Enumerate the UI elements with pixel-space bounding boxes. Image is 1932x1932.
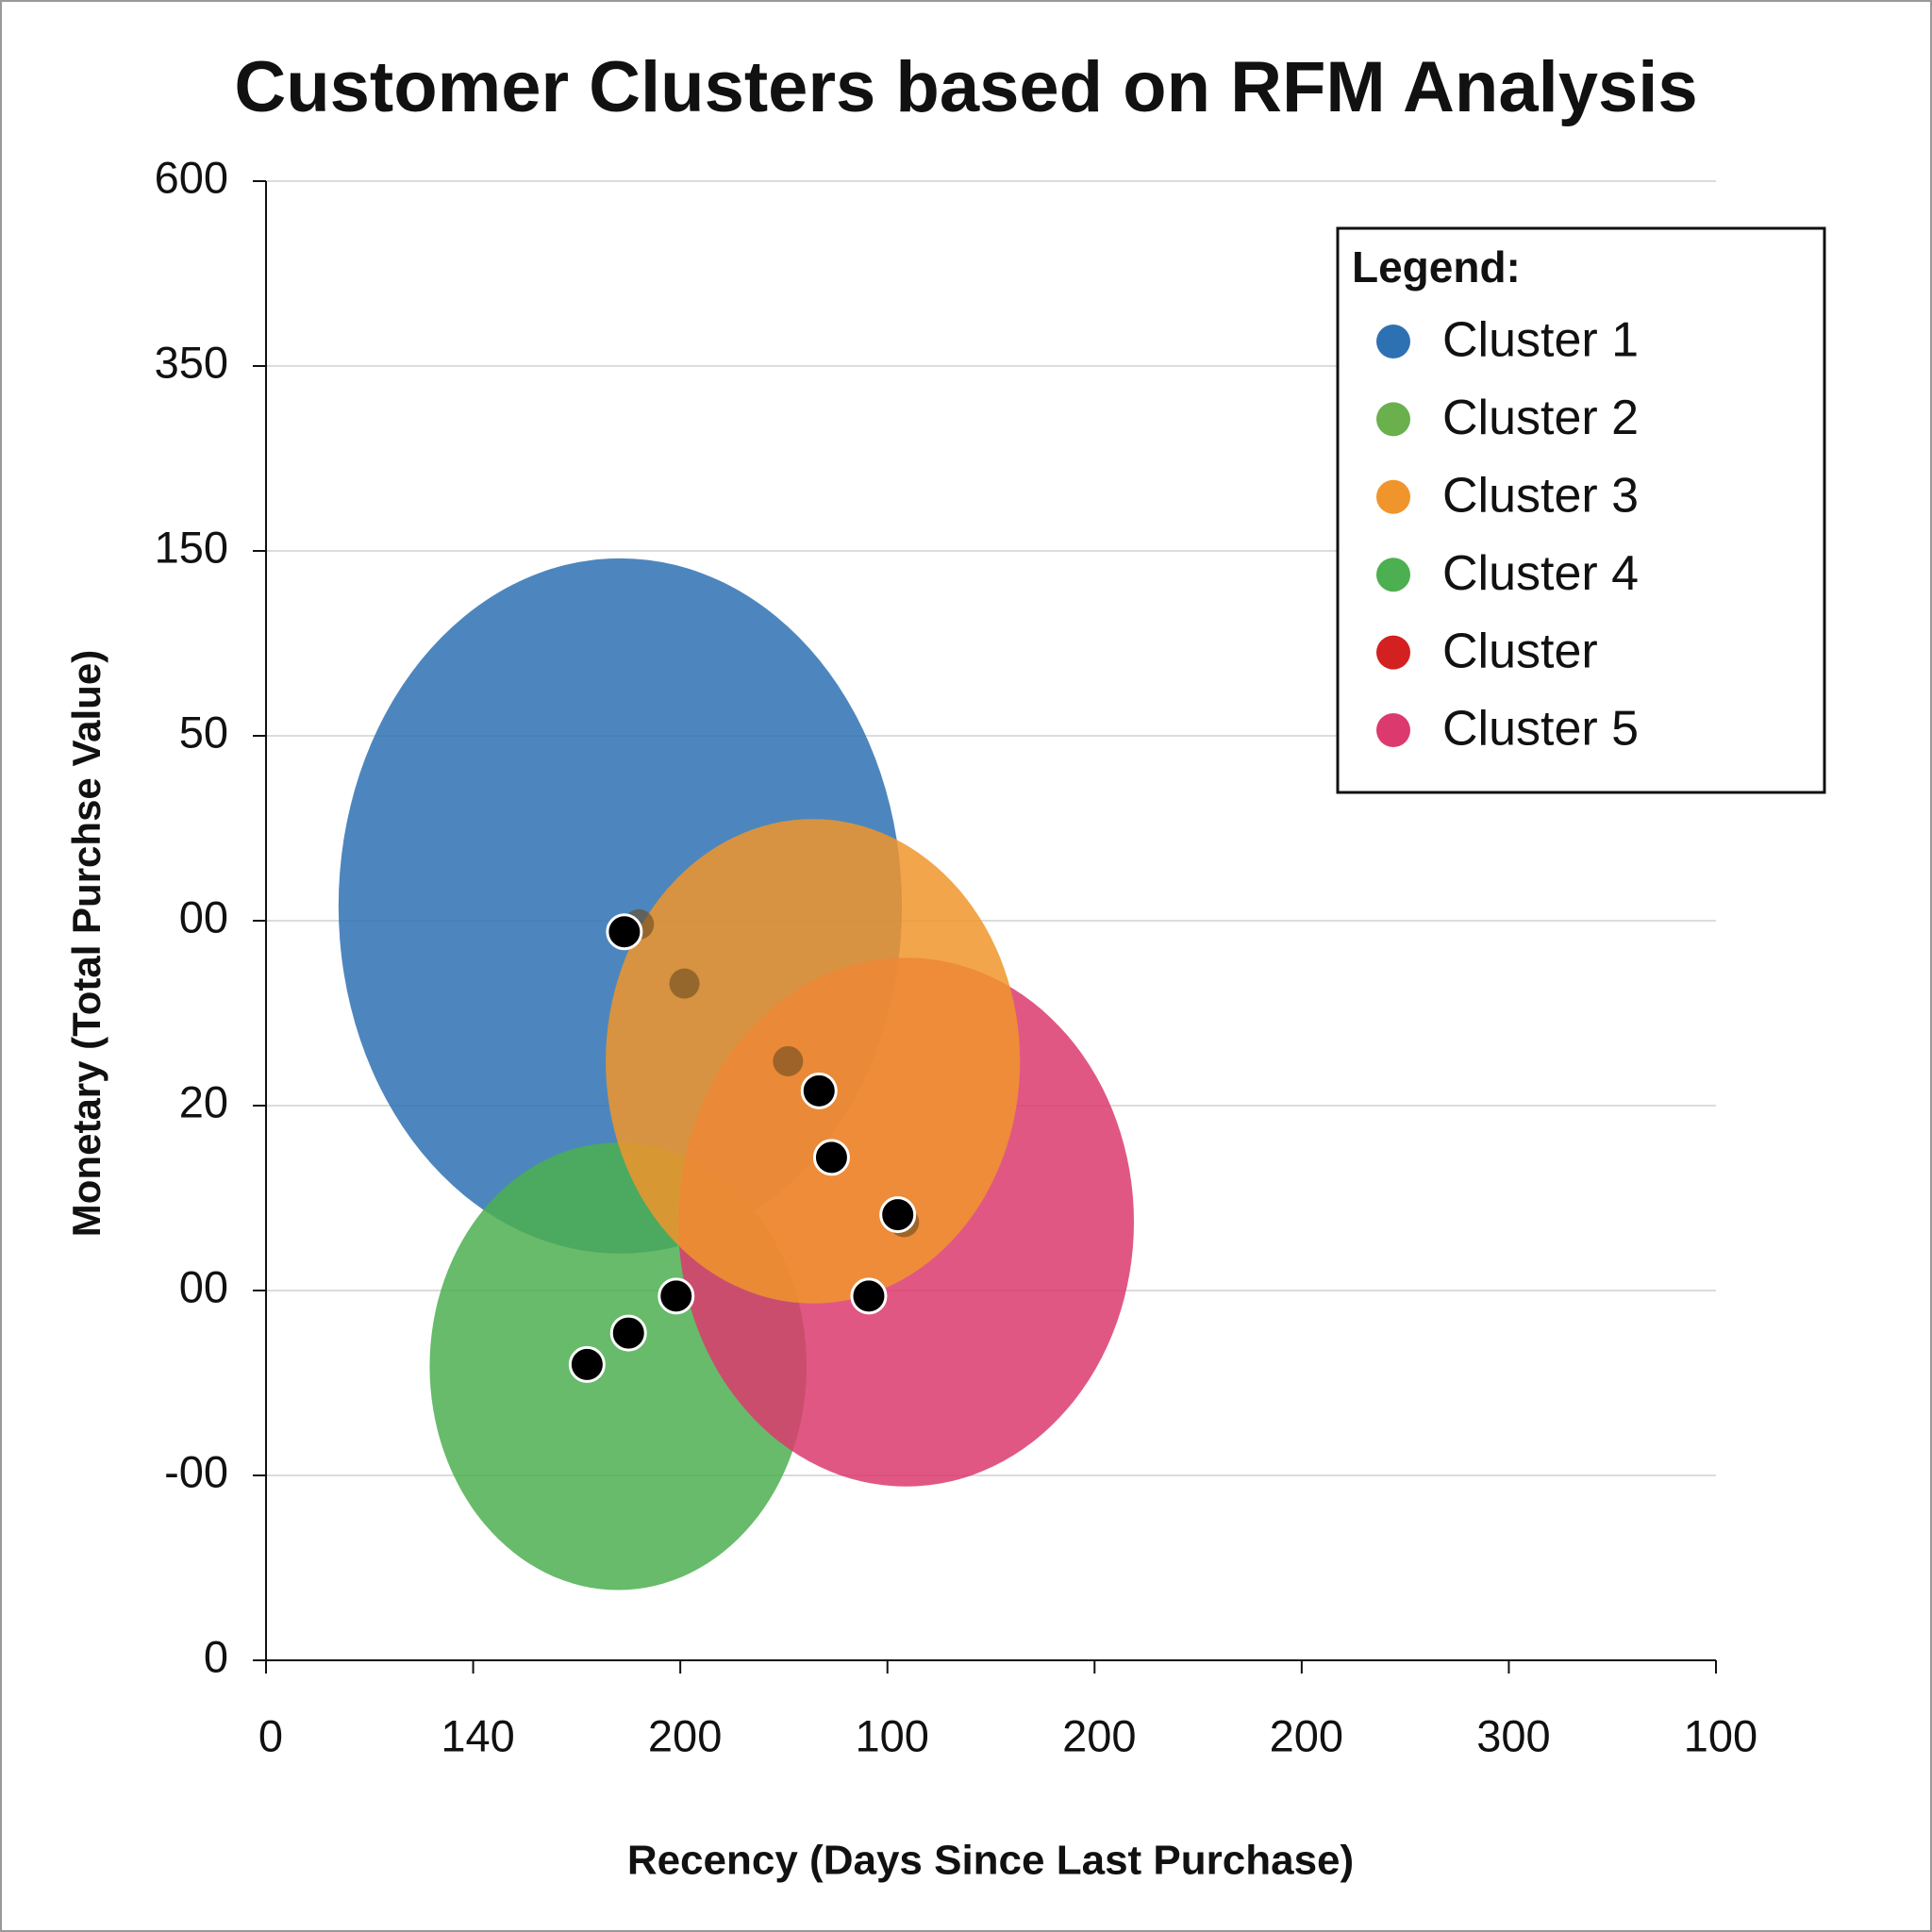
x-tick-label: 0 <box>258 1710 283 1760</box>
y-tick-label: 00 <box>179 891 228 941</box>
point <box>812 1139 850 1176</box>
legend-box <box>1336 226 1826 794</box>
y-tick-label: 600 <box>155 152 228 202</box>
shadow-point <box>773 1045 804 1076</box>
chart-title: Customer Clusters based on RFM Analysis <box>234 47 1697 127</box>
legend-label: Cluster 2 <box>1442 391 1639 445</box>
y-tick-label: 50 <box>179 707 228 757</box>
point <box>879 1196 917 1234</box>
cluster-ellipse <box>606 819 1021 1304</box>
legend-marker <box>1376 558 1410 592</box>
point <box>568 1345 606 1383</box>
y-tick-label: 20 <box>179 1076 228 1126</box>
legend-marker <box>1376 635 1410 670</box>
legend-marker <box>1376 479 1410 514</box>
shadow-point <box>669 968 700 999</box>
legend-marker <box>1376 402 1410 437</box>
point <box>800 1072 838 1109</box>
x-tick-label: 200 <box>648 1710 722 1760</box>
x-tick-label: 100 <box>1684 1710 1757 1760</box>
y-axis-title: Monetary (Total Purchse Value) <box>64 650 108 1237</box>
y-tick-label: 350 <box>155 337 228 387</box>
y-tick-label: 00 <box>179 1261 228 1311</box>
x-tick-label: 100 <box>856 1710 929 1760</box>
legend-label: Cluster <box>1442 624 1598 678</box>
legend-marker <box>1376 325 1410 358</box>
x-tick-label: 300 <box>1476 1710 1550 1760</box>
legend-label: Cluster 3 <box>1442 469 1639 524</box>
point <box>609 1314 647 1352</box>
y-tick-label: 0 <box>204 1631 228 1681</box>
legend-title: Legend: <box>1352 242 1521 291</box>
x-tick-label: 140 <box>441 1710 514 1760</box>
x-tick-label: 200 <box>1270 1710 1343 1760</box>
y-tick-label: -00 <box>164 1446 228 1496</box>
point <box>850 1277 888 1315</box>
legend-label: Cluster 5 <box>1442 702 1639 757</box>
legend-label: Cluster 4 <box>1442 546 1639 601</box>
plot-area <box>253 180 1717 1674</box>
legend-marker <box>1376 713 1410 747</box>
x-axis-title: Recency (Days Since Last Purchase) <box>627 1838 1354 1884</box>
point <box>606 913 643 951</box>
legend-label: Cluster 1 <box>1442 313 1639 368</box>
x-tick-label: 200 <box>1062 1710 1136 1760</box>
point <box>658 1277 695 1315</box>
y-tick-label: 150 <box>155 522 228 572</box>
